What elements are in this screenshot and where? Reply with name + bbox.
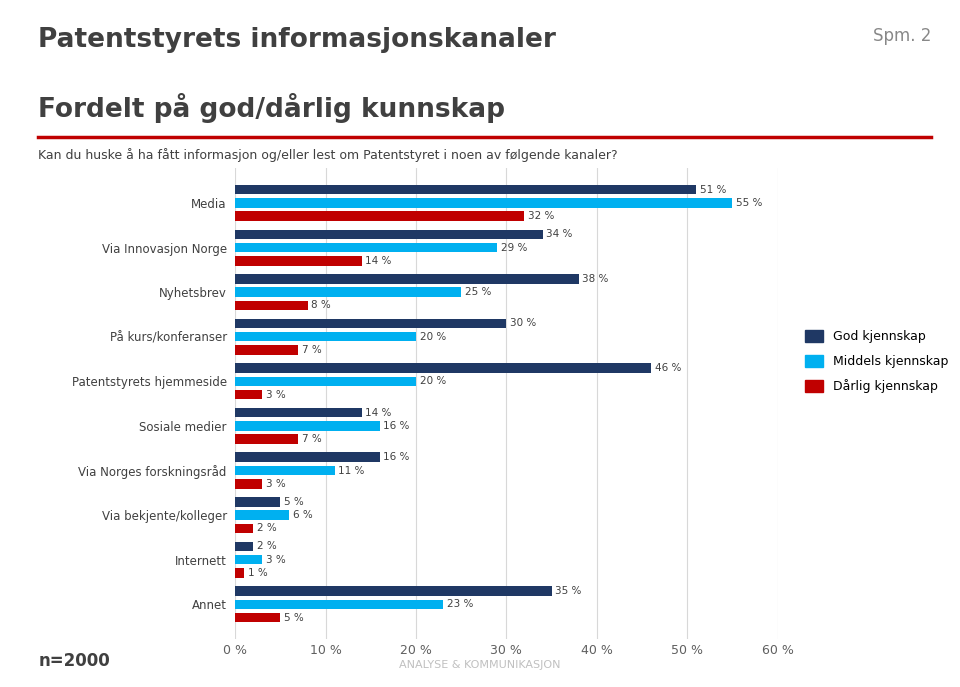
Text: Patentstyrets informasjonskanaler: Patentstyrets informasjonskanaler <box>38 27 556 54</box>
Text: 2 %: 2 % <box>257 523 276 533</box>
Text: Fordelt på god/dårlig kunnskap: Fordelt på god/dårlig kunnskap <box>38 93 505 123</box>
Text: 1 %: 1 % <box>248 568 268 578</box>
Bar <box>235 376 416 386</box>
Text: 16 %: 16 % <box>383 421 410 431</box>
Bar <box>235 453 380 462</box>
Bar <box>235 479 262 488</box>
Text: 11 %: 11 % <box>338 466 365 475</box>
Bar <box>235 510 289 520</box>
Text: 55 %: 55 % <box>736 198 762 208</box>
Text: 35 %: 35 % <box>555 586 582 596</box>
Text: Kan du huske å ha fått informasjon og/eller lest om Patentstyret i noen av følge: Kan du huske å ha fått informasjon og/el… <box>38 148 618 161</box>
Bar <box>235 466 335 475</box>
Text: 29 %: 29 % <box>501 243 527 253</box>
Text: 30 %: 30 % <box>510 319 537 328</box>
Bar <box>235 523 253 533</box>
Text: 8 %: 8 % <box>311 300 331 311</box>
Bar <box>235 586 552 596</box>
Bar <box>235 421 380 431</box>
Text: 23 %: 23 % <box>446 599 473 609</box>
Text: 7 %: 7 % <box>302 345 322 355</box>
Bar <box>235 229 542 239</box>
Bar <box>235 287 461 297</box>
Text: 51 %: 51 % <box>700 185 726 194</box>
Bar <box>235 497 280 506</box>
Text: n=2000: n=2000 <box>38 652 110 670</box>
Text: 32 %: 32 % <box>528 211 555 221</box>
Bar <box>235 243 497 252</box>
Text: 2 %: 2 % <box>257 541 276 552</box>
Text: 7 %: 7 % <box>302 434 322 444</box>
Bar <box>235 434 299 444</box>
Text: ANALYSE & KOMMUNIKASJON: ANALYSE & KOMMUNIKASJON <box>399 660 561 670</box>
Bar <box>235 332 416 341</box>
Legend: God kjennskap, Middels kjennskap, Dårlig kjennskap: God kjennskap, Middels kjennskap, Dårlig… <box>800 325 953 398</box>
Bar <box>235 212 524 221</box>
Text: 14 %: 14 % <box>366 256 392 266</box>
Text: 46 %: 46 % <box>655 363 681 373</box>
Bar <box>235 274 579 284</box>
Bar <box>235 408 362 418</box>
Bar <box>235 301 307 310</box>
Text: 20 %: 20 % <box>420 332 445 341</box>
Text: 34 %: 34 % <box>546 229 572 239</box>
Text: 5 %: 5 % <box>284 613 303 622</box>
Bar <box>235 319 506 328</box>
Text: 3 %: 3 % <box>266 479 286 488</box>
Bar <box>235 541 253 551</box>
Bar <box>235 199 732 207</box>
Text: Spm. 2: Spm. 2 <box>873 27 931 45</box>
Text: 5 %: 5 % <box>284 497 303 507</box>
Text: 25 %: 25 % <box>465 287 492 297</box>
Text: 6 %: 6 % <box>293 510 313 520</box>
Bar <box>235 390 262 399</box>
Bar <box>235 568 244 578</box>
Text: 16 %: 16 % <box>383 452 410 462</box>
Text: 38 %: 38 % <box>583 274 609 284</box>
Bar <box>235 185 696 194</box>
Text: 14 %: 14 % <box>366 407 392 418</box>
Text: 20 %: 20 % <box>420 376 445 386</box>
Bar <box>235 256 362 266</box>
Bar <box>235 613 280 622</box>
Bar <box>235 555 262 565</box>
Text: 3 %: 3 % <box>266 390 286 400</box>
Bar <box>235 600 444 609</box>
Bar <box>235 346 299 354</box>
Text: 3 %: 3 % <box>266 554 286 565</box>
Bar <box>235 363 651 373</box>
